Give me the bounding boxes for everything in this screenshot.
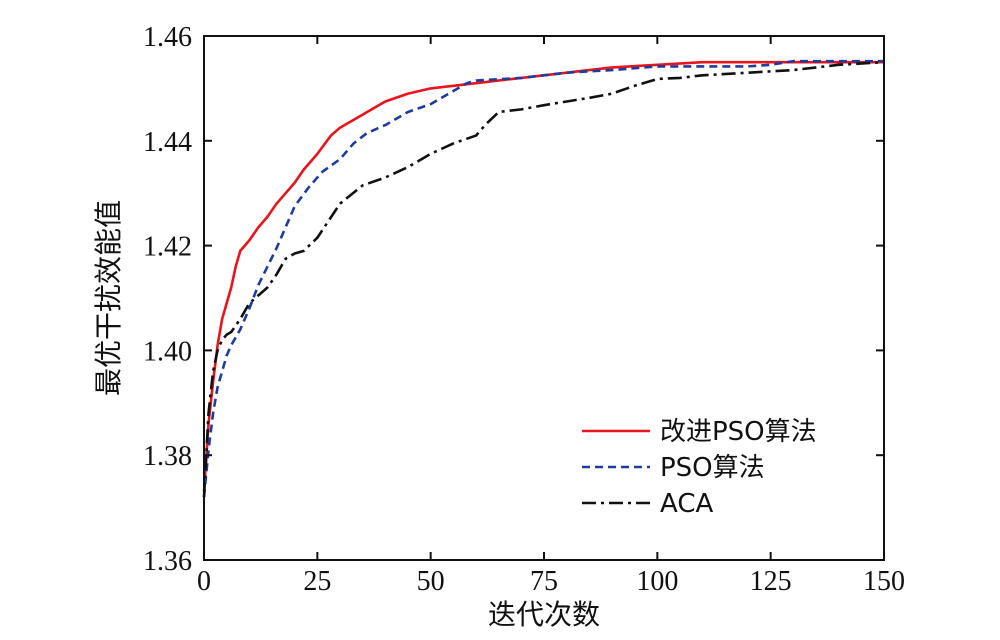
- legend-label-0: 改进PSO算法: [660, 417, 817, 447]
- x-tick-label: 100: [636, 566, 678, 597]
- ticks-layer: 0 25 50 75 100 125 150 1.36 1.38 1.40 1.42 1.44 1.46: [143, 22, 905, 597]
- x-tick-label: 0: [197, 566, 211, 597]
- y-tick-label: 1.46: [143, 22, 192, 53]
- legend-label-2: ACA: [660, 489, 713, 519]
- plot-frame: [203, 35, 885, 561]
- y-tick-label: 1.44: [143, 127, 192, 158]
- y-axis-title: 最优干扰效能值: [92, 200, 125, 396]
- x-tick-label: 150: [863, 566, 905, 597]
- series-line-1: [202, 59, 884, 498]
- legend-label-1: PSO算法: [660, 453, 765, 483]
- series-line-2: [202, 60, 885, 498]
- x-axis-title: 迭代次数: [488, 598, 600, 631]
- legend: 改进PSO算法 PSO算法 ACA: [582, 417, 817, 519]
- y-tick-label: 1.42: [143, 232, 192, 263]
- y-tick-label: 1.40: [143, 336, 192, 367]
- series-line-0: [202, 60, 884, 492]
- y-tick-label: 1.38: [143, 441, 192, 472]
- x-tick-label: 25: [303, 566, 331, 597]
- y-tick-label: 1.36: [143, 546, 192, 577]
- series-layer: [202, 59, 885, 498]
- x-tick-label: 50: [417, 566, 445, 597]
- x-tick-label: 75: [530, 566, 558, 597]
- x-tick-label: 125: [750, 566, 792, 597]
